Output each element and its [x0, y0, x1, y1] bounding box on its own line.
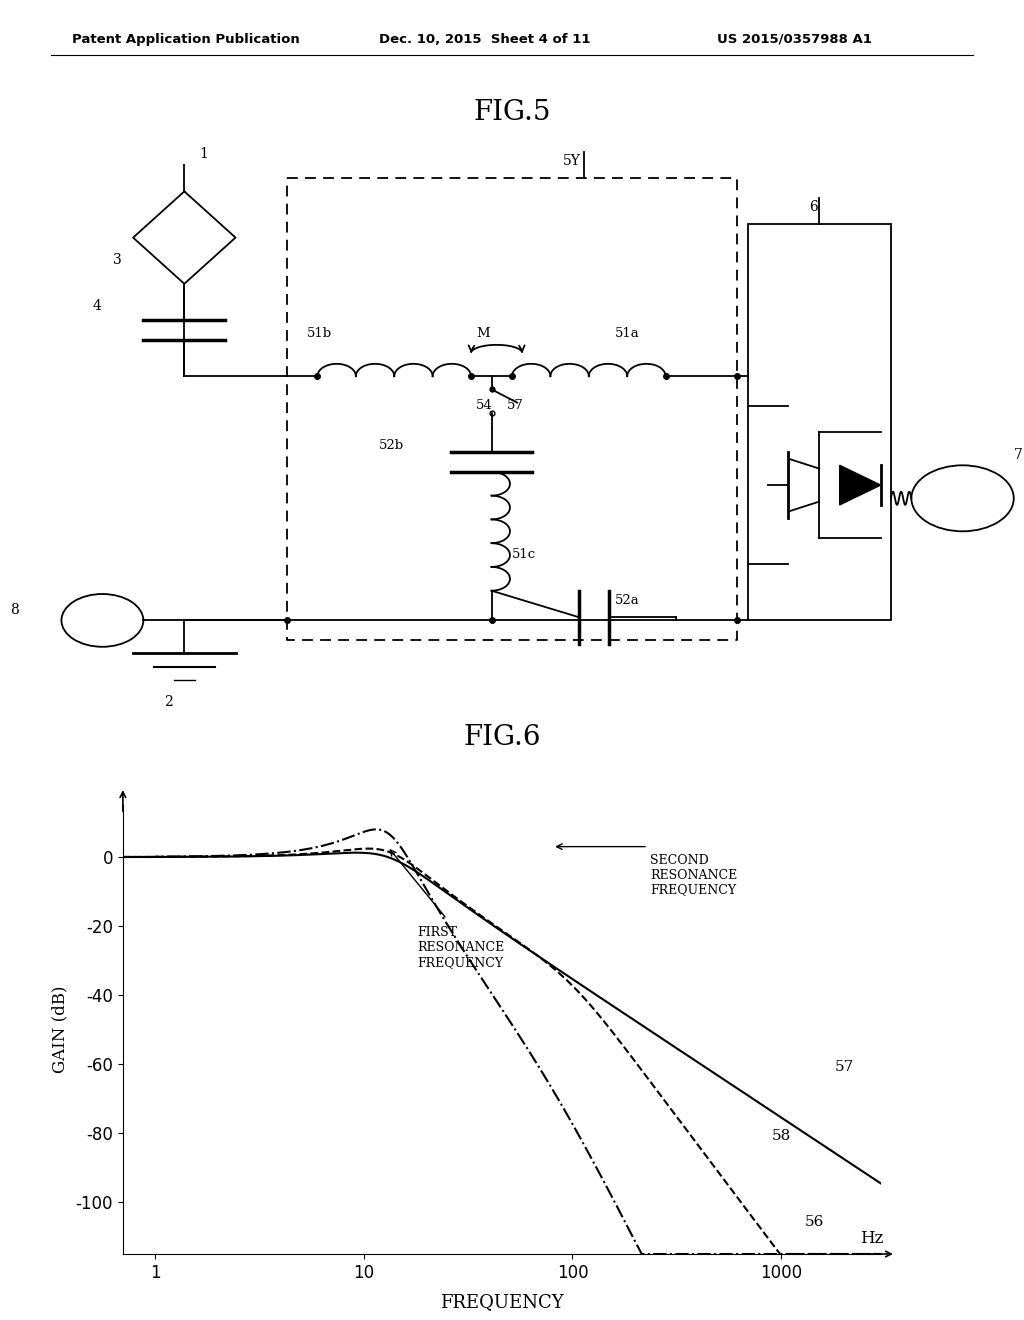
- Text: 57: 57: [835, 1060, 854, 1074]
- Text: FIG.6: FIG.6: [463, 725, 541, 751]
- Text: 1: 1: [200, 148, 209, 161]
- Text: FIRST
RESONANCE
FREQUENCY: FIRST RESONANCE FREQUENCY: [417, 927, 505, 969]
- Text: FIG.5: FIG.5: [473, 99, 551, 125]
- Text: 6: 6: [809, 201, 818, 214]
- Text: 58: 58: [771, 1129, 791, 1143]
- Text: 2: 2: [164, 696, 173, 709]
- Text: M: M: [476, 326, 489, 339]
- Text: 51c: 51c: [512, 548, 537, 561]
- Text: 3: 3: [113, 253, 122, 267]
- Text: 52a: 52a: [614, 594, 639, 607]
- Text: 56: 56: [805, 1216, 824, 1229]
- Text: US 2015/0357988 A1: US 2015/0357988 A1: [717, 33, 871, 46]
- Text: 7: 7: [1014, 447, 1023, 462]
- Text: 52b: 52b: [379, 438, 404, 451]
- Text: 57: 57: [507, 399, 523, 412]
- Y-axis label: GAIN (dB): GAIN (dB): [52, 986, 69, 1073]
- Text: 54: 54: [476, 399, 493, 412]
- X-axis label: FREQUENCY: FREQUENCY: [440, 1292, 563, 1311]
- Text: 8: 8: [10, 603, 19, 616]
- Text: 4: 4: [92, 300, 101, 313]
- Text: Patent Application Publication: Patent Application Publication: [72, 33, 299, 46]
- Text: Hz: Hz: [860, 1230, 884, 1247]
- Text: SECOND
RESONANCE
FREQUENCY: SECOND RESONANCE FREQUENCY: [650, 854, 737, 896]
- Text: 51a: 51a: [614, 326, 639, 339]
- Text: 51b: 51b: [307, 326, 333, 339]
- Text: Dec. 10, 2015  Sheet 4 of 11: Dec. 10, 2015 Sheet 4 of 11: [379, 33, 591, 46]
- Polygon shape: [840, 465, 881, 506]
- Text: 5Y: 5Y: [563, 154, 581, 168]
- Bar: [748, 224, 891, 620]
